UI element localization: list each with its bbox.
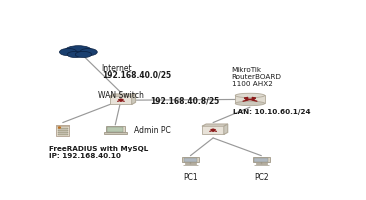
Ellipse shape	[235, 93, 265, 98]
Circle shape	[59, 127, 60, 128]
FancyBboxPatch shape	[56, 125, 69, 136]
FancyBboxPatch shape	[110, 96, 132, 104]
Polygon shape	[132, 94, 135, 104]
FancyBboxPatch shape	[185, 163, 196, 164]
Polygon shape	[110, 94, 135, 96]
Text: FreeRADIUS with MySQL
IP: 192.168.40.10: FreeRADIUS with MySQL IP: 192.168.40.10	[49, 146, 148, 159]
FancyBboxPatch shape	[107, 127, 123, 132]
Text: PC1: PC1	[183, 173, 198, 182]
Polygon shape	[202, 124, 228, 126]
Text: 192.168.40.8/25: 192.168.40.8/25	[150, 96, 219, 105]
Ellipse shape	[60, 48, 77, 56]
FancyBboxPatch shape	[104, 132, 127, 134]
FancyBboxPatch shape	[58, 132, 68, 133]
FancyBboxPatch shape	[255, 163, 267, 164]
FancyBboxPatch shape	[182, 157, 199, 162]
Polygon shape	[224, 124, 228, 134]
Ellipse shape	[65, 46, 92, 55]
FancyBboxPatch shape	[253, 157, 270, 162]
Ellipse shape	[75, 51, 92, 58]
FancyBboxPatch shape	[183, 158, 197, 162]
Text: 192.168.40.0/25: 192.168.40.0/25	[102, 71, 172, 80]
Text: MikroTik
RouterBOARD
1100 AHX2: MikroTik RouterBOARD 1100 AHX2	[232, 67, 281, 87]
Text: Internet: Internet	[101, 64, 132, 73]
FancyBboxPatch shape	[254, 158, 268, 162]
Ellipse shape	[67, 51, 83, 58]
FancyBboxPatch shape	[106, 126, 125, 132]
Text: LAN: 10.10.60.1/24: LAN: 10.10.60.1/24	[233, 109, 310, 115]
Text: PC2: PC2	[254, 173, 269, 182]
Ellipse shape	[80, 48, 97, 56]
FancyBboxPatch shape	[58, 130, 68, 131]
Text: Admin PC: Admin PC	[134, 126, 171, 135]
FancyBboxPatch shape	[56, 125, 69, 126]
FancyBboxPatch shape	[235, 95, 265, 103]
FancyBboxPatch shape	[58, 128, 68, 129]
Text: WAN Switch: WAN Switch	[98, 91, 144, 100]
FancyBboxPatch shape	[58, 134, 68, 135]
Ellipse shape	[235, 101, 265, 106]
FancyBboxPatch shape	[202, 126, 224, 134]
